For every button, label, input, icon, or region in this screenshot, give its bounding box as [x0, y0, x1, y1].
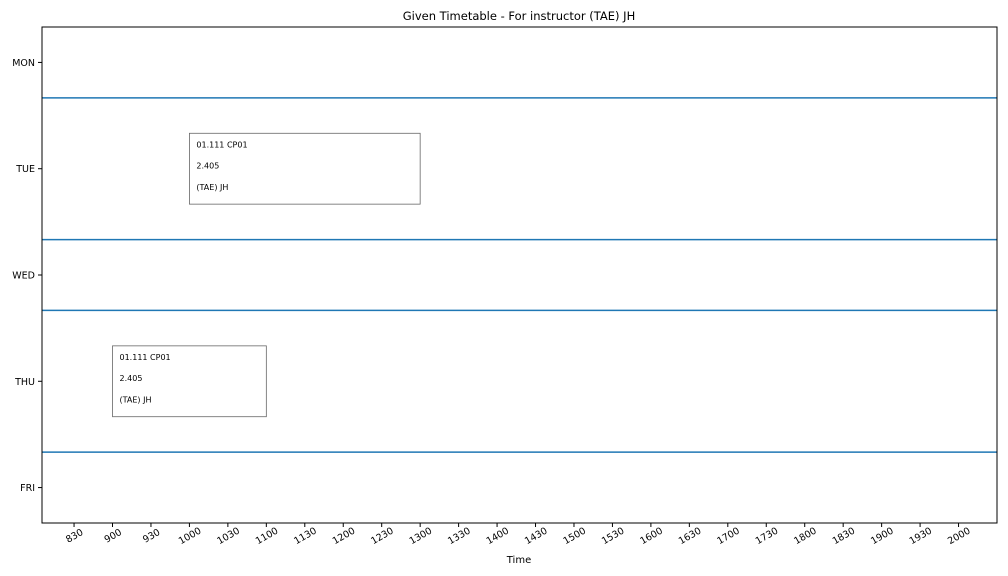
- event-label: (TAE) JH: [196, 183, 228, 192]
- x-tick-label: 1300: [408, 525, 434, 547]
- y-tick-label: MON: [12, 58, 35, 69]
- x-tick-label: 1130: [292, 525, 318, 547]
- x-tick-label: 930: [141, 527, 162, 546]
- event-label: 01.111 CP01: [196, 140, 247, 149]
- x-tick-label: 1200: [331, 525, 357, 547]
- y-axis: MON TUE WED THU FRI: [12, 58, 42, 494]
- x-tick-label: 1100: [254, 525, 280, 547]
- x-axis: 830 900 930 1000 1030 1100 1130 1200 1230 1300 133…: [64, 523, 973, 547]
- x-tick-label: 1000: [177, 525, 203, 547]
- x-tick-label: 1830: [831, 525, 857, 547]
- event-boxes: 01.111 CP01 2.405 (TAE) JH 01.111 CP01 2.405…: [112, 132, 421, 418]
- x-tick-label: 1400: [485, 525, 511, 547]
- y-tick-label: TUE: [15, 164, 35, 175]
- x-axis-label: Time: [506, 555, 531, 566]
- event-label: (TAE) JH: [120, 395, 152, 404]
- x-tick-label: 830: [64, 527, 85, 546]
- event-label: 2.405: [196, 162, 219, 171]
- x-tick-label: 1500: [562, 525, 588, 547]
- chart-title: Given Timetable - For instructor (TAE) J…: [403, 9, 635, 23]
- event-box: [189, 132, 421, 205]
- event-label: 2.405: [120, 374, 143, 383]
- x-tick-label: 2000: [946, 525, 972, 547]
- x-tick-label: 1230: [369, 525, 395, 547]
- y-tick-label: WED: [12, 271, 35, 282]
- x-tick-label: 1730: [754, 525, 780, 547]
- day-separators: [42, 97, 997, 453]
- x-tick-label: 1900: [869, 525, 895, 547]
- y-tick-label: FRI: [20, 483, 35, 494]
- x-tick-label: 900: [103, 527, 124, 546]
- event-label: 01.111 CP01: [120, 353, 171, 362]
- x-tick-label: 1430: [523, 525, 549, 547]
- x-tick-label: 1600: [638, 525, 664, 547]
- event-box: [112, 345, 267, 418]
- x-tick-label: 1800: [792, 525, 818, 547]
- plot-frame: [41, 26, 998, 524]
- x-tick-label: 1330: [446, 525, 472, 547]
- x-tick-label: 1630: [677, 525, 703, 547]
- x-tick-label: 1530: [600, 525, 626, 547]
- x-tick-label: 1030: [215, 525, 241, 547]
- x-tick-label: 1930: [908, 525, 934, 547]
- x-tick-label: 1700: [715, 525, 741, 547]
- y-tick-label: THU: [14, 377, 35, 388]
